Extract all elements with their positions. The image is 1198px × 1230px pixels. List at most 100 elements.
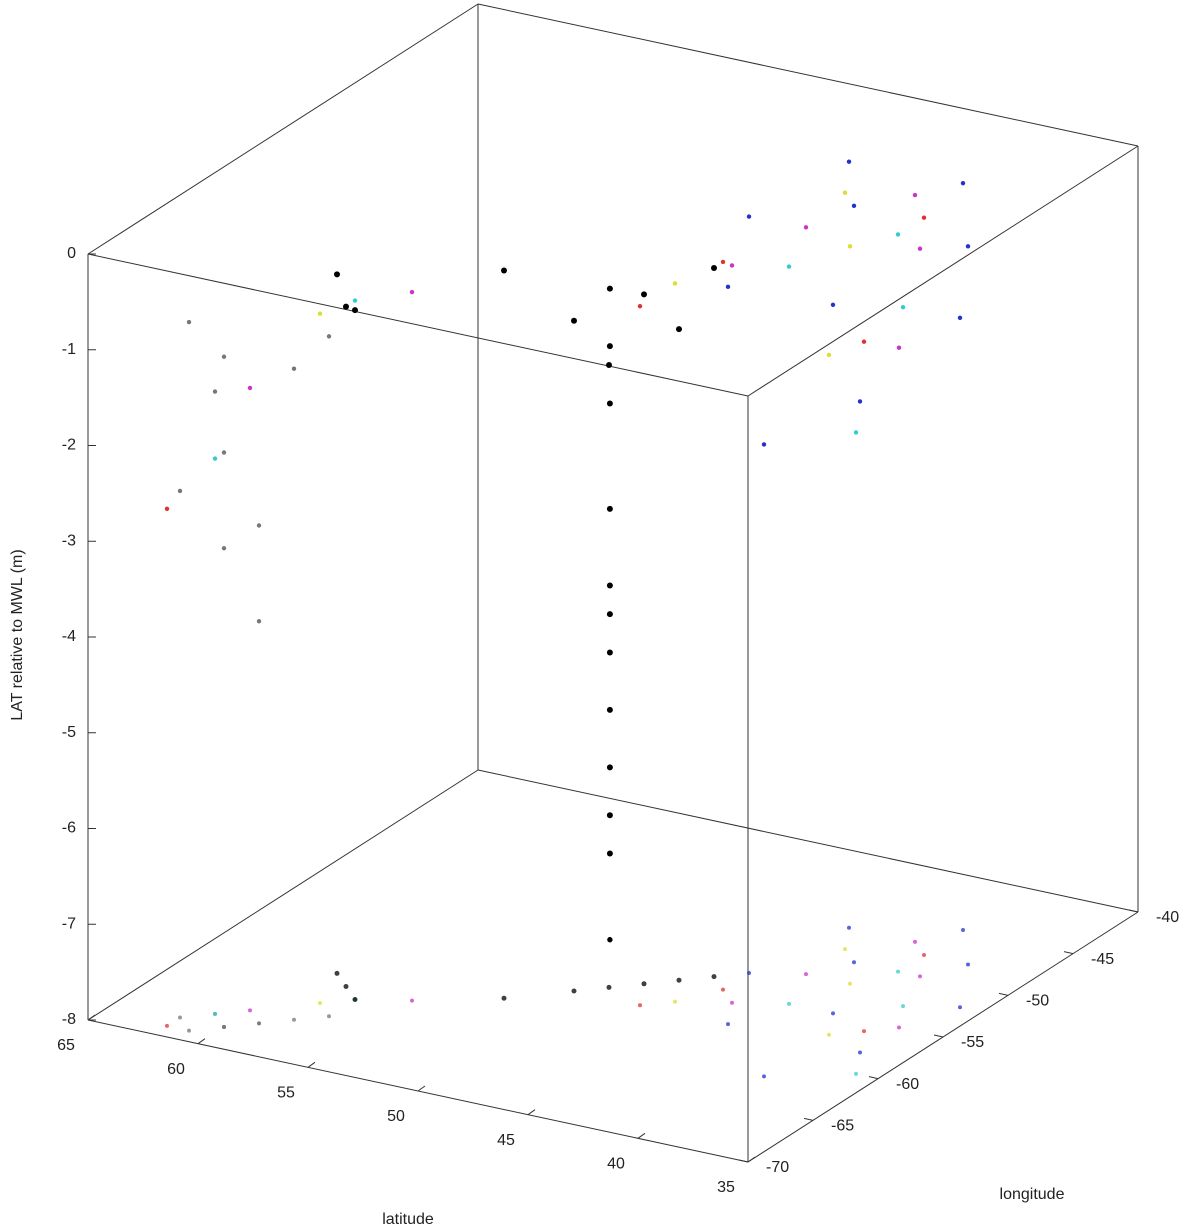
data-point [571,318,577,324]
data-point [343,304,349,310]
y-tick [869,1077,878,1079]
data-point [607,611,613,617]
data-point [222,355,226,359]
y-tick-label: -45 [1091,951,1114,968]
floor-point [804,972,808,976]
data-point [896,232,900,236]
floor-point [257,1021,261,1025]
floor-point [607,937,612,942]
box-edge [748,146,1138,396]
z-tick-label: -3 [62,532,76,549]
floor-point [712,974,717,979]
z-tick-label: -4 [62,628,76,645]
y-tick [1064,952,1073,954]
floor-point [187,1029,191,1033]
floor-point [344,984,349,989]
x-tick [418,1086,425,1091]
z-tick-label: -2 [62,437,76,454]
data-point [673,281,677,285]
box-edge [88,4,478,254]
data-point [922,216,926,220]
data-point [352,307,358,313]
data-point [222,450,226,454]
floor-point [848,982,852,986]
y-tick-label: -40 [1156,909,1179,926]
x-tick-label: 55 [277,1085,295,1102]
data-point [918,247,922,251]
data-point [213,456,217,460]
data-point [607,707,613,713]
z-tick-label: -1 [62,341,76,358]
floor-point [747,971,751,975]
x-tick-label: 65 [57,1037,75,1054]
data-point [501,268,507,274]
floor-point [787,1002,791,1006]
data-point [726,285,730,289]
x-tick [88,1015,95,1020]
floor-point [292,1018,296,1022]
data-point [827,353,831,357]
y-tick [934,1035,943,1037]
data-point [831,303,835,307]
x-tick-label: 50 [387,1108,405,1125]
box-edge [478,770,1138,912]
floor-point [165,1024,169,1028]
floor-point [721,988,725,992]
data-point [607,343,613,349]
floor-point [852,960,856,964]
floor-point [642,981,647,986]
data-point [257,619,261,623]
floor-point [913,940,917,944]
data-point [292,367,296,371]
x-tick-label: 35 [717,1179,735,1196]
z-tick-label: -7 [62,915,76,932]
data-point [862,340,866,344]
floor-point [572,989,577,994]
data-point [257,523,261,527]
y-tick-label: -60 [896,1076,919,1093]
data-point [847,160,851,164]
y-tick [999,993,1008,995]
data-point [747,214,751,218]
data-point [852,204,856,208]
floor-point [213,1012,217,1016]
x-tick-label: 45 [497,1132,515,1149]
floor-point [827,1033,831,1037]
floor-point [847,926,851,930]
box-edge [478,4,1138,146]
y-tick [739,1160,748,1162]
floor-point [854,1072,858,1076]
data-point [165,507,169,511]
data-point [638,304,642,308]
z-axis-label: LAT relative to MWL (m) [9,549,26,720]
y-tick-label: -55 [961,1034,984,1051]
z-tick-label: 0 [67,245,76,262]
data-point [804,225,808,229]
data-point [897,346,901,350]
floor-point [958,1005,962,1009]
x-tick [198,1039,205,1044]
data-point [222,546,226,550]
y-tick [1129,910,1138,912]
data-point [607,764,613,770]
floor-point [677,978,682,983]
y-tick-label: -70 [766,1159,789,1176]
data-point [901,305,905,309]
floor-point [896,970,900,974]
data-point [178,489,182,493]
data-point [762,442,766,446]
data-point [410,290,414,294]
data-point [961,181,965,185]
y-tick-label: -65 [831,1118,854,1135]
floor-point [638,1003,642,1007]
floor-point [961,928,965,932]
x-axis-label: latitude [382,1211,434,1228]
floor-point [858,1051,862,1055]
x-tick [308,1062,315,1067]
floor-point [248,1008,252,1012]
y-tick [804,1118,813,1120]
floor-point [726,1022,730,1026]
z-tick-label: -6 [62,820,76,837]
data-point [248,386,252,390]
floor-point [327,1014,331,1018]
